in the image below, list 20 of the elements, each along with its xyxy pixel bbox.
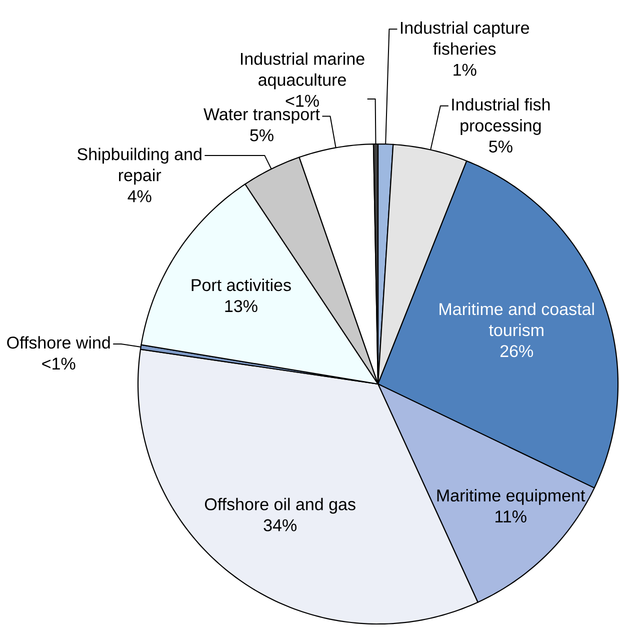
slice-label: Industrial fish processing: [452, 98, 550, 135]
data-label: 1%: [454, 64, 476, 76]
slice-label: Shipbuilding and repair: [78, 148, 202, 185]
data-label: <1%: [286, 94, 319, 107]
slice-label: Offshore oil and gas: [204, 498, 356, 514]
data-label: 5%: [250, 129, 274, 142]
slice-label: Water transport: [204, 108, 320, 124]
data-label: 26%: [500, 345, 534, 358]
slice-label: Maritime and coastal tourism: [440, 302, 594, 336]
slice-label: Industrial capture fisheries: [400, 21, 530, 55]
data-label: 13%: [225, 300, 258, 312]
data-label: 11%: [496, 510, 526, 522]
data-label: 4%: [128, 190, 152, 202]
data-label: 5%: [489, 140, 512, 153]
slice-label: Industrial marine aquaculture: [241, 52, 364, 90]
data-label: <1%: [42, 358, 76, 370]
data-label: 34%: [264, 519, 296, 532]
slice-label: Port activities: [192, 278, 291, 292]
slice-label: Offshore wind: [7, 336, 110, 349]
slice-label: Maritime equipment: [437, 489, 586, 505]
